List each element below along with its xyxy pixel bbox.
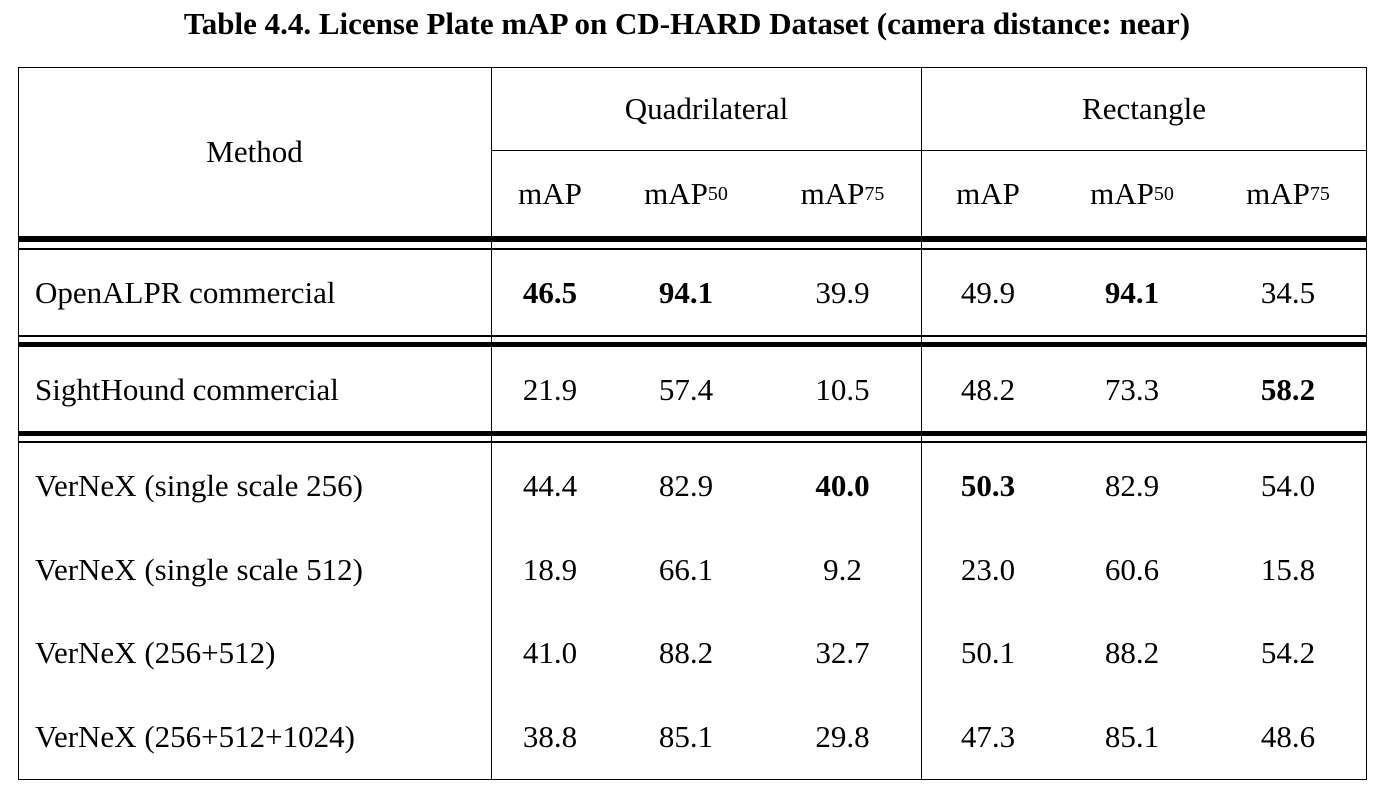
value-cell: 82.9 [658,468,714,503]
value-cell: 54.2 [1260,635,1316,670]
rectangle-header: Rectangle [1082,91,1206,126]
row-separator-1-thick [18,342,1367,347]
value-cell: 40.0 [815,468,870,503]
value-cell: 58.2 [1260,371,1316,407]
method-cell: VerNeX (single scale 512) [35,552,363,587]
row-separator-1-thin [18,335,1367,337]
value-cell: 82.9 [1104,468,1160,503]
value-cell: 32.7 [815,635,870,670]
rect-map-header: mAP [956,176,1020,211]
method-cell: OpenALPR commercial [35,275,336,310]
method-column-separator [491,67,492,780]
table-caption: Table 4.4. License Plate mAP on CD-HARD … [183,6,1191,41]
row-separator-2-thick [18,431,1367,436]
value-cell: 41.0 [522,635,578,670]
group-column-separator [921,67,922,780]
value-cell: 18.9 [522,552,578,587]
value-cell: 94.1 [658,275,714,310]
header-double-rule-thick [18,236,1367,242]
value-cell: 34.5 [1260,275,1316,310]
value-cell: 73.3 [1104,371,1160,407]
value-cell: 38.8 [522,719,578,754]
method-cell: SightHound commercial [35,371,339,407]
rect-map75-header: mAP 75 [1246,176,1330,211]
value-cell: 47.3 [960,719,1016,754]
method-cell: VerNeX (256+512+1024) [35,719,355,754]
value-cell: 44.4 [522,468,578,503]
value-cell: 85.1 [658,719,714,754]
value-cell: 60.6 [1104,552,1160,587]
value-cell: 29.8 [815,719,870,754]
quad-map-header: mAP [518,176,582,211]
quadrilateral-header: Quadrilateral [624,91,789,126]
header-double-rule-thin [18,248,1367,250]
value-cell: 39.9 [815,275,870,310]
value-cell: 48.2 [960,371,1016,407]
value-cell: 88.2 [658,635,714,670]
method-cell: VerNeX (single scale 256) [35,468,363,503]
table-border-right [1366,67,1367,780]
value-cell: 9.2 [823,552,862,587]
value-cell: 48.6 [1260,719,1316,754]
value-cell: 15.8 [1260,552,1316,587]
table-border-bottom [18,779,1367,780]
value-cell: 50.3 [960,468,1016,503]
group-header-underline [491,150,1367,151]
value-cell: 46.5 [522,275,578,310]
method-cell: VerNeX (256+512) [35,635,276,670]
value-cell: 50.1 [960,635,1016,670]
value-cell: 85.1 [1104,719,1160,754]
value-cell: 94.1 [1104,275,1160,310]
rect-map50-header: mAP 50 [1090,176,1174,211]
value-cell: 88.2 [1104,635,1160,670]
value-cell: 23.0 [960,552,1016,587]
method-header: Method [206,134,303,169]
value-cell: 66.1 [658,552,714,587]
quad-map50-header: mAP 50 [644,176,728,211]
table-border-top [18,67,1367,68]
value-cell: 21.9 [522,371,578,407]
value-cell: 54.0 [1260,468,1316,503]
quad-map75-header: mAP 75 [800,176,885,211]
results-table: Method Quadrilateral Rectangle mAP mAP 50… [18,67,1367,780]
value-cell: 49.9 [960,275,1016,310]
table-border-left [18,67,19,780]
value-cell: 57.4 [658,371,714,407]
row-separator-2-thin [18,441,1367,443]
value-cell: 10.5 [815,371,870,407]
